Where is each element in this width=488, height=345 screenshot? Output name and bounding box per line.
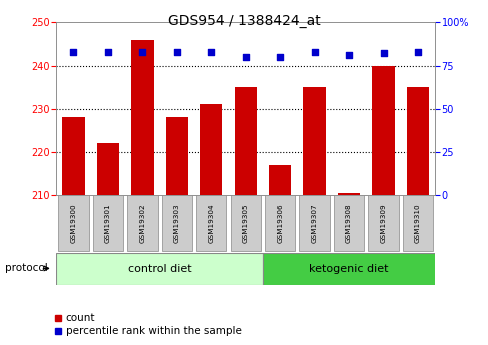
Text: GSM19310: GSM19310: [414, 204, 420, 243]
Text: GSM19307: GSM19307: [311, 204, 317, 243]
Point: [207, 49, 215, 55]
Bar: [200, 104, 222, 195]
Bar: [62, 117, 84, 195]
Bar: [299, 196, 329, 251]
Text: GSM19301: GSM19301: [105, 204, 111, 243]
Point: [173, 49, 181, 55]
Text: GSM19308: GSM19308: [346, 204, 351, 243]
Point: [104, 49, 112, 55]
Point: [276, 54, 284, 60]
Text: GSM19304: GSM19304: [208, 204, 214, 243]
Legend: count, percentile rank within the sample: count, percentile rank within the sample: [54, 313, 241, 336]
Text: GSM19305: GSM19305: [242, 204, 248, 243]
Text: GSM19302: GSM19302: [139, 204, 145, 243]
Text: GDS954 / 1388424_at: GDS954 / 1388424_at: [168, 14, 320, 28]
Bar: [264, 196, 295, 251]
Bar: [402, 196, 432, 251]
Bar: [337, 193, 360, 195]
Text: GSM19306: GSM19306: [277, 204, 283, 243]
Bar: [303, 87, 325, 195]
Bar: [263, 253, 451, 285]
Bar: [268, 165, 291, 195]
Point: [345, 52, 352, 58]
Bar: [58, 196, 88, 251]
Point: [379, 51, 386, 56]
Bar: [127, 196, 157, 251]
Bar: [56, 253, 263, 285]
Bar: [131, 40, 153, 195]
Bar: [234, 87, 256, 195]
Text: GSM19300: GSM19300: [70, 204, 76, 243]
Bar: [406, 87, 428, 195]
Text: GSM19303: GSM19303: [173, 204, 180, 243]
Bar: [196, 196, 226, 251]
Bar: [367, 196, 398, 251]
Text: ketogenic diet: ketogenic diet: [309, 264, 388, 274]
Text: control diet: control diet: [127, 264, 191, 274]
Bar: [371, 66, 394, 195]
Point: [138, 49, 146, 55]
Text: protocol: protocol: [5, 264, 47, 273]
Point: [413, 49, 421, 55]
Bar: [230, 196, 261, 251]
Point: [242, 54, 249, 60]
Point: [69, 49, 77, 55]
Bar: [93, 196, 123, 251]
Text: GSM19309: GSM19309: [380, 204, 386, 243]
Bar: [333, 196, 364, 251]
Bar: [162, 196, 192, 251]
Bar: [165, 117, 187, 195]
Point: [310, 49, 318, 55]
Bar: [97, 143, 119, 195]
